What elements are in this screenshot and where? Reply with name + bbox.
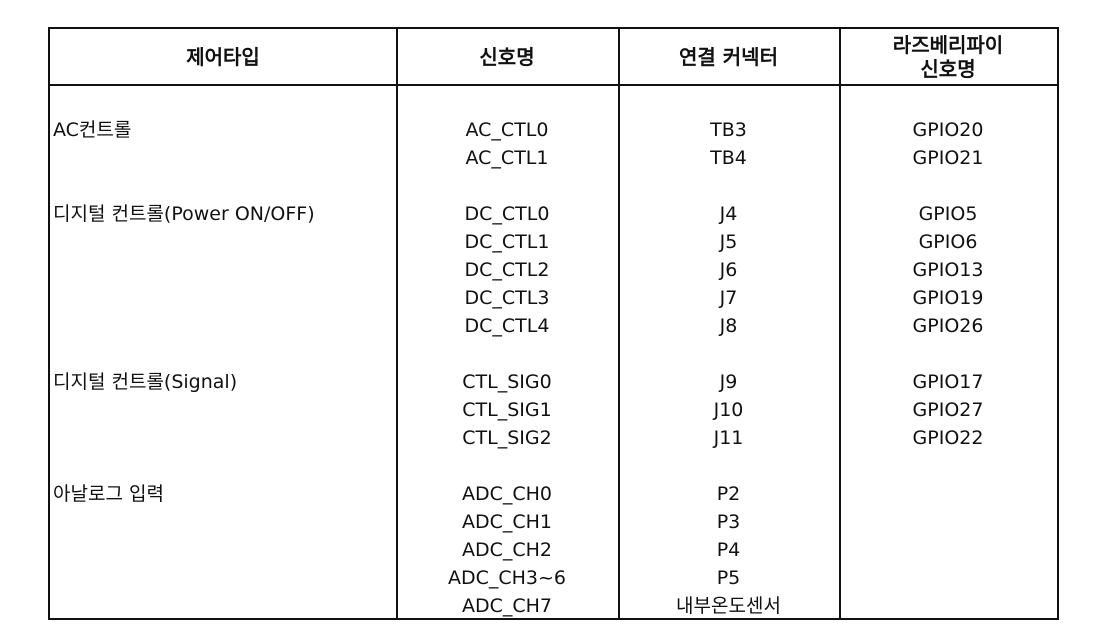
signal-name-cell: ADC_CH0 (461, 483, 553, 505)
signal-name-cell: DC_CTL3 (464, 287, 550, 309)
header-connector: 연결 커넥터 (679, 44, 778, 69)
signal-name-cell: ADC_CH7 (461, 595, 553, 617)
gpio-cell: GPIO27 (912, 399, 984, 421)
signal-name-cell: AC_CTL0 (465, 119, 549, 141)
control-type-label: 디지털 컨트롤(Signal) (53, 371, 238, 393)
control-type-label: 아날로그 입력 (53, 483, 164, 505)
header-divider (50, 84, 1057, 86)
gpio-cell: GPIO6 (918, 231, 978, 253)
connector-cell: J7 (719, 287, 738, 309)
connector-cell: J11 (713, 427, 744, 449)
signal-name-cell: ADC_CH1 (461, 511, 553, 533)
header-rpi-signal: 라즈베리파이 신호명 (892, 32, 1004, 81)
control-type-label: AC컨트롤 (53, 119, 132, 141)
connector-cell: P3 (716, 511, 741, 533)
signal-mapping-table: 제어타입 신호명 연결 커넥터 라즈베리파이 신호명 AC컨트롤 AC_CTL0 T… (48, 27, 1059, 620)
gpio-cell: GPIO5 (918, 203, 978, 225)
column-divider (839, 29, 841, 618)
connector-cell: P2 (716, 483, 741, 505)
connector-cell: J8 (719, 315, 738, 337)
signal-name-cell: CTL_SIG0 (462, 371, 552, 393)
gpio-cell: GPIO17 (912, 371, 984, 393)
connector-cell: 내부온도센서 (676, 595, 781, 617)
gpio-cell: GPIO20 (912, 119, 984, 141)
column-divider (618, 29, 620, 618)
signal-name-cell: DC_CTL2 (464, 259, 550, 281)
connector-cell: J4 (719, 203, 738, 225)
connector-cell: P5 (716, 567, 741, 589)
signal-name-cell: CTL_SIG2 (462, 427, 552, 449)
header-control-type: 제어타입 (186, 44, 260, 69)
signal-name-cell: DC_CTL0 (464, 203, 550, 225)
signal-name-cell: CTL_SIG1 (462, 399, 552, 421)
connector-cell: TB4 (710, 147, 747, 169)
gpio-cell: GPIO13 (912, 259, 984, 281)
gpio-cell: GPIO22 (912, 427, 984, 449)
signal-name-cell: AC_CTL1 (465, 147, 549, 169)
gpio-cell: GPIO21 (912, 147, 984, 169)
column-divider (396, 29, 398, 618)
connector-cell: J10 (713, 399, 744, 421)
gpio-cell: GPIO19 (912, 287, 984, 309)
header-signal-name: 신호명 (479, 44, 535, 69)
connector-cell: TB3 (710, 119, 747, 141)
signal-name-cell: DC_CTL4 (464, 315, 550, 337)
gpio-cell: GPIO26 (912, 315, 984, 337)
connector-cell: J5 (719, 231, 738, 253)
connector-cell: J6 (719, 259, 738, 281)
signal-name-cell: ADC_CH2 (461, 539, 553, 561)
connector-cell: P4 (716, 539, 741, 561)
signal-name-cell: ADC_CH3~6 (447, 567, 567, 589)
signal-name-cell: DC_CTL1 (464, 231, 550, 253)
connector-cell: J9 (719, 371, 738, 393)
control-type-label: 디지털 컨트롤(Power ON/OFF) (53, 203, 315, 225)
